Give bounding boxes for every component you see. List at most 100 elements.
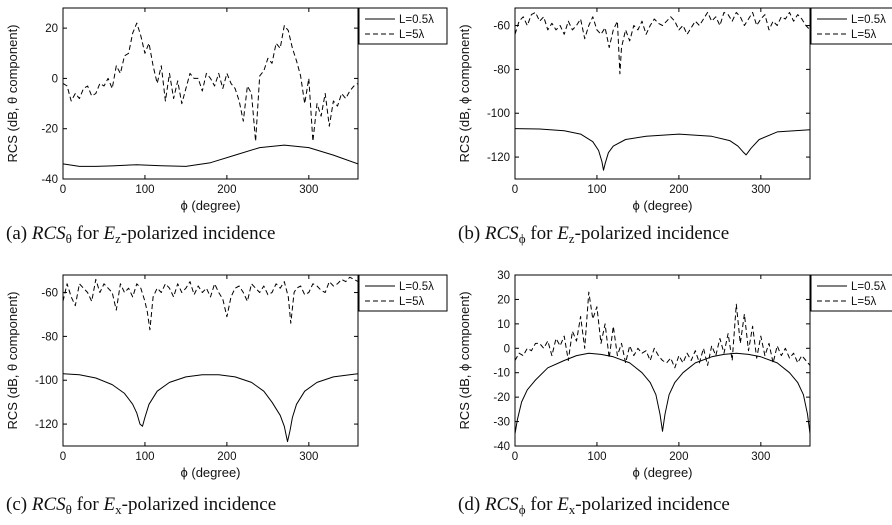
x-tick-label: 300 — [299, 184, 318, 196]
x-tick-label: 100 — [135, 184, 154, 196]
y-tick-label: 0 — [504, 343, 510, 355]
y-tick-label: -30 — [493, 417, 510, 429]
legend-label: L=5λ — [851, 296, 877, 308]
legend-label: L=0.5λ — [399, 14, 434, 26]
x-tick-label: 300 — [751, 184, 770, 196]
x-tick-label: 100 — [587, 451, 606, 463]
caption-rest: -polarized incidence — [575, 494, 730, 515]
chart-panel-c: 0 100 200 300 -60 -80 -100 -120 ϕ (degree) RCS (d… — [5, 274, 448, 480]
caption-label: (a) — [6, 223, 28, 244]
x-tick-label: 300 — [299, 451, 318, 463]
legend-box — [358, 274, 448, 312]
series-line-l-0-5-lambda — [515, 352, 810, 434]
x-tick-label: 0 — [512, 184, 518, 196]
legend-box — [810, 274, 892, 312]
y-tick-label: -120 — [487, 152, 510, 164]
y-tick-label: -80 — [493, 64, 510, 76]
caption-e-sub: z — [568, 231, 575, 246]
y-tick-label: -100 — [487, 108, 510, 120]
legend-label: L=0.5λ — [399, 281, 434, 293]
caption-rcs: RCS — [31, 494, 66, 515]
caption-label: (d) — [458, 494, 481, 515]
series-line-l-5-lambda — [63, 22, 358, 142]
plot-frame — [62, 7, 359, 180]
x-tick-label: 0 — [60, 184, 66, 196]
y-tick-label: -80 — [41, 331, 58, 343]
x-tick-label: 0 — [60, 451, 66, 463]
caption-e: E — [103, 223, 116, 244]
legend-box — [358, 7, 448, 45]
caption-label: (b) — [458, 223, 481, 244]
y-tick-label: 30 — [497, 270, 510, 282]
caption-e: E — [557, 223, 569, 244]
x-axis-label: ϕ (degree) — [632, 198, 692, 213]
caption-a: (a) RCSθ for Ez-polarized incidence — [6, 223, 275, 247]
legend: L=0.5λ L=5λ — [810, 274, 892, 312]
y-tick-label: -40 — [41, 174, 58, 186]
chart-panel-b: 0 100 200 300 -60 -80 -100 -120 ϕ (degree) RCS (d… — [457, 7, 892, 213]
x-tick-label: 200 — [217, 184, 236, 196]
caption-rcs-sub: θ — [65, 502, 72, 517]
series-line-l-5-lambda — [515, 291, 810, 369]
x-tick-label: 200 — [669, 451, 688, 463]
caption-c: (c) RCSθ for Ex-polarized incidence — [6, 494, 276, 518]
y-tick-label: 0 — [52, 73, 58, 85]
caption-rest: -polarized incidence — [574, 223, 730, 244]
caption-mid: for — [525, 223, 558, 244]
x-tick-label: 300 — [751, 451, 770, 463]
caption-e: E — [557, 494, 569, 515]
y-tick-label: -120 — [35, 419, 58, 431]
caption-mid: for — [71, 494, 104, 515]
x-tick-label: 200 — [217, 451, 236, 463]
caption-rcs: RCS — [484, 223, 519, 244]
y-axis-label: RCS (dB, θ component) — [5, 24, 20, 162]
x-tick-label: 100 — [135, 451, 154, 463]
plot-frame — [62, 274, 359, 447]
y-tick-label: 10 — [497, 319, 510, 331]
caption-b: (b) RCSϕ for Ez-polarized incidence — [458, 223, 729, 247]
caption-mid: for — [525, 494, 558, 515]
y-axis-label: RCS (dB, ϕ component) — [457, 291, 472, 429]
y-tick-label: -100 — [35, 375, 58, 387]
legend-label: L=0.5λ — [851, 281, 886, 293]
caption-rcs: RCS — [484, 494, 519, 515]
legend-box — [810, 7, 892, 45]
y-tick-label: -20 — [41, 124, 58, 136]
y-tick-label: 20 — [497, 294, 510, 306]
x-tick-label: 100 — [587, 184, 606, 196]
caption-e-sub: x — [115, 502, 122, 517]
caption-e-sub: x — [568, 502, 576, 517]
x-tick-label: 0 — [512, 451, 518, 463]
series-line-l-0-5-lambda — [63, 144, 358, 167]
x-axis-label: ϕ (degree) — [632, 465, 692, 480]
caption-e: E — [103, 494, 116, 515]
legend-label: L=5λ — [399, 29, 425, 41]
x-tick-label: 200 — [669, 184, 688, 196]
y-tick-label: -60 — [493, 21, 510, 33]
caption-d: (d) RCSϕ for Ex-polarized incidence — [458, 494, 730, 518]
series-line-l-5-lambda — [515, 11, 810, 75]
caption-mid: for — [71, 223, 104, 244]
y-tick-label: -60 — [41, 288, 58, 300]
caption-e-sub: z — [115, 231, 121, 246]
legend: L=0.5λ L=5λ — [358, 7, 448, 45]
legend: L=0.5λ L=5λ — [358, 274, 448, 312]
y-tick-label: -10 — [493, 368, 510, 380]
series-line-l-0-5-lambda — [515, 128, 810, 171]
y-tick-label: -40 — [493, 441, 510, 453]
caption-rcs: RCS — [31, 223, 66, 244]
y-tick-label: -20 — [493, 392, 510, 404]
y-axis-label: RCS (dB, ϕ component) — [457, 24, 472, 162]
legend-label: L=5λ — [851, 29, 877, 41]
caption-rcs-sub: ϕ — [518, 502, 526, 517]
y-axis-label: RCS (dB, θ component) — [5, 291, 20, 429]
caption-rcs-sub: θ — [65, 231, 72, 246]
caption-rest: -polarized incidence — [121, 494, 277, 515]
y-tick-label: 20 — [45, 23, 58, 35]
legend-label: L=5λ — [399, 296, 425, 308]
caption-rest: -polarized incidence — [120, 223, 276, 244]
x-axis-label: ϕ (degree) — [180, 198, 240, 213]
legend-label: L=0.5λ — [851, 14, 886, 26]
